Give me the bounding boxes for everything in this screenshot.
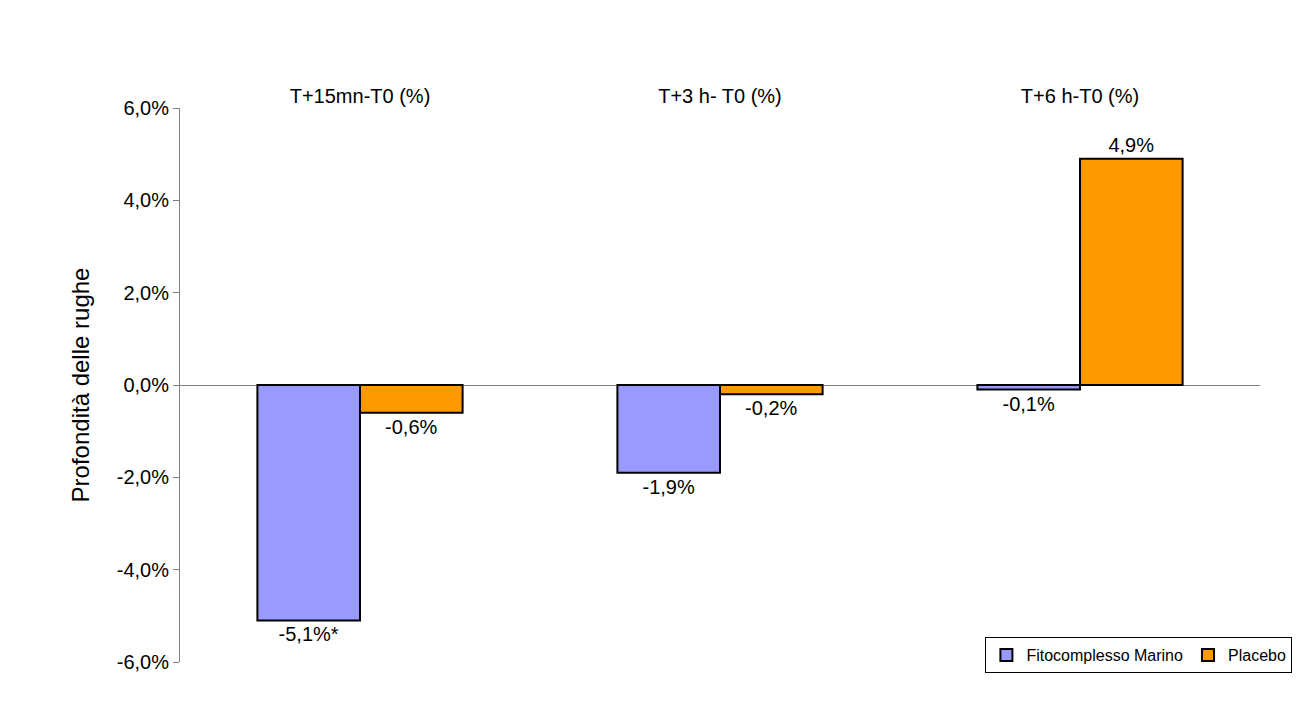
svg-text:Profondità delle rughe: Profondità delle rughe xyxy=(67,268,94,503)
svg-text:-2,0%: -2,0% xyxy=(117,466,169,488)
svg-text:T+3 h- T0 (%): T+3 h- T0 (%) xyxy=(658,85,782,107)
svg-text:-5,1%*: -5,1%* xyxy=(279,623,339,645)
svg-text:2,0%: 2,0% xyxy=(123,282,169,304)
svg-text:-0,1%: -0,1% xyxy=(1002,393,1054,415)
svg-text:-0,6%: -0,6% xyxy=(385,416,437,438)
svg-text:4,9%: 4,9% xyxy=(1108,134,1154,156)
svg-text:T+6 h-T0 (%): T+6 h-T0 (%) xyxy=(1021,85,1139,107)
svg-text:-1,9%: -1,9% xyxy=(642,476,694,498)
svg-text:-6,0%: -6,0% xyxy=(117,651,169,673)
svg-text:-4,0%: -4,0% xyxy=(117,559,169,581)
svg-text:T+15mn-T0 (%): T+15mn-T0 (%) xyxy=(290,85,431,107)
svg-text:-0,2%: -0,2% xyxy=(745,397,797,419)
svg-text:Placebo: Placebo xyxy=(1228,647,1286,664)
svg-text:6,0%: 6,0% xyxy=(123,97,169,119)
svg-text:4,0%: 4,0% xyxy=(123,189,169,211)
svg-text:Fitocomplesso Marino: Fitocomplesso Marino xyxy=(1026,647,1183,664)
svg-text:0,0%: 0,0% xyxy=(123,374,169,396)
